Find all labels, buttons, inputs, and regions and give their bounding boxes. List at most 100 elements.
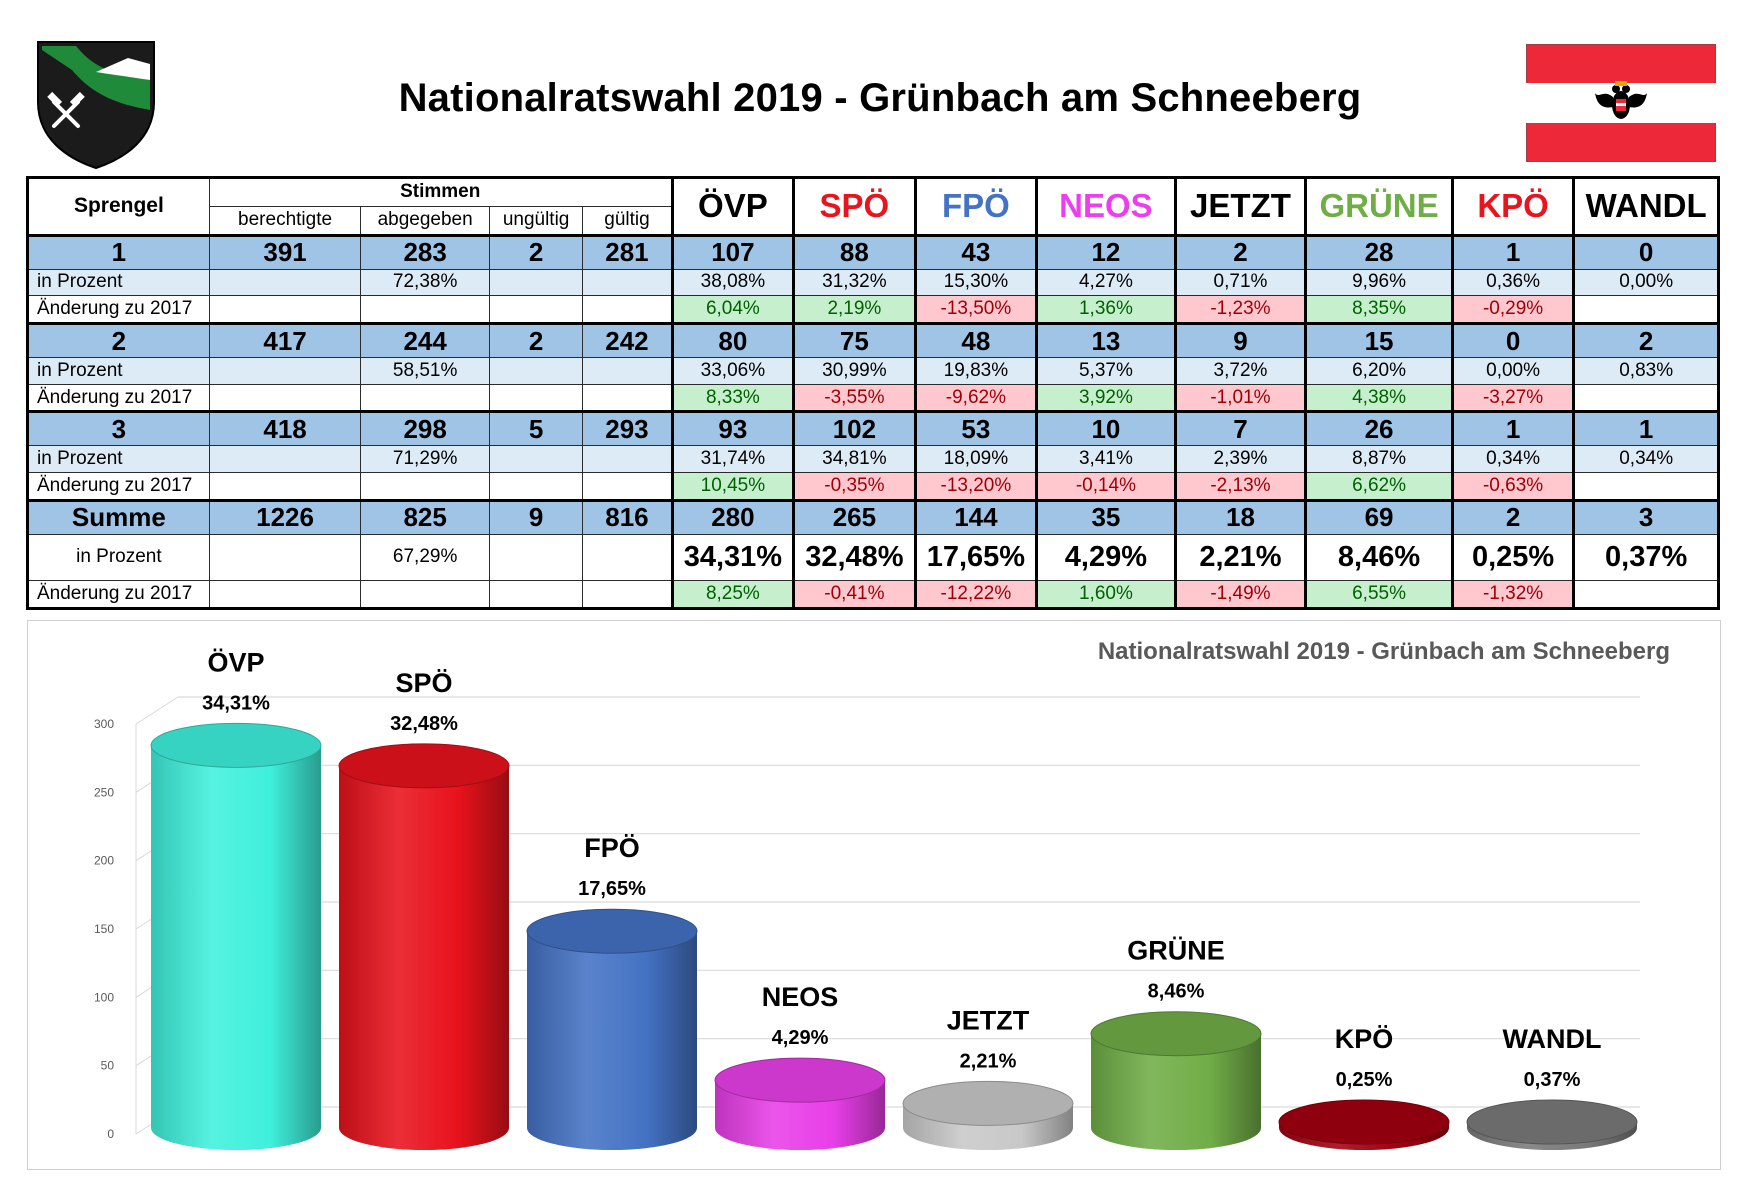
- district-percent-row: in Prozent 58,51% 33,06% 30,99% 19,83% 5,37% 3…: [27, 356, 1719, 385]
- party-change: 2,19%: [792, 295, 916, 325]
- party-percent: 0,34%: [1572, 445, 1719, 474]
- party-percent: 6,20%: [1304, 356, 1453, 385]
- party-percent: 4,27%: [1035, 268, 1176, 297]
- ungueltig-value: 9: [488, 498, 584, 535]
- header-party-jetzt: JETZT: [1173, 177, 1307, 236]
- empty-cell: [582, 533, 673, 582]
- party-votes: 1: [1450, 410, 1575, 447]
- empty-cell: [582, 472, 673, 501]
- header-berechtigte: berechtigte: [208, 205, 362, 236]
- party-change: -3,27%: [1450, 383, 1575, 413]
- bar-category-label: SPÖ: [395, 668, 452, 698]
- party-percent: 8,46%: [1304, 533, 1453, 582]
- ungueltig-value: 2: [488, 322, 584, 358]
- party-percent: 4,29%: [1035, 533, 1176, 582]
- party-votes: 18: [1173, 498, 1307, 535]
- chart-panel: Nationalratswahl 2019 - Grünbach am Schn…: [27, 620, 1721, 1170]
- row-label-percent: in Prozent: [27, 445, 210, 474]
- party-percent: 0,00%: [1450, 356, 1575, 385]
- gueltig-value: 242: [582, 322, 673, 358]
- party-votes: 2: [1173, 233, 1307, 270]
- party-change: 8,35%: [1304, 295, 1453, 325]
- party-percent: 32,48%: [792, 533, 916, 582]
- party-votes: 2: [1450, 498, 1575, 535]
- bar-category-label: JETZT: [947, 1005, 1030, 1035]
- party-percent: 15,30%: [913, 268, 1038, 297]
- ungueltig-value: 2: [488, 233, 584, 270]
- abgegeben-percent: 71,29%: [360, 445, 490, 474]
- gueltig-value: 293: [582, 410, 673, 447]
- gueltig-value: 816: [582, 498, 673, 535]
- party-change: [1572, 295, 1719, 325]
- header-party-fpoe: FPÖ: [913, 177, 1038, 236]
- chart-title: Nationalratswahl 2019 - Grünbach am Schn…: [1098, 638, 1670, 665]
- header-party-kpoe: KPÖ: [1450, 177, 1575, 236]
- party-change: [1572, 580, 1719, 609]
- party-change: -1,49%: [1173, 580, 1307, 609]
- row-label-change: Änderung zu 2017: [27, 472, 210, 501]
- empty-cell: [582, 356, 673, 385]
- party-change: 8,25%: [670, 580, 795, 609]
- party-change: -0,14%: [1035, 472, 1176, 501]
- empty-cell: [582, 580, 673, 609]
- empty-cell: [488, 383, 584, 413]
- party-percent: 5,37%: [1035, 356, 1176, 385]
- party-percent: 31,32%: [792, 268, 916, 297]
- district-percent-row: in Prozent 72,38% 38,08% 31,32% 15,30% 4,27% 0…: [27, 268, 1719, 297]
- empty-cell: [208, 580, 362, 609]
- party-votes: 7: [1173, 410, 1307, 447]
- party-change: -13,50%: [913, 295, 1038, 325]
- party-change: 10,45%: [670, 472, 795, 501]
- header-sprengel: Sprengel: [27, 177, 210, 236]
- empty-cell: [208, 472, 362, 501]
- header-party-wandl: WANDL: [1572, 177, 1719, 236]
- district-change-row: Änderung zu 2017 6,04% 2,19% -13,50% 1,36% -1…: [27, 295, 1719, 325]
- party-votes: 1: [1572, 410, 1719, 447]
- abgegeben-percent: 72,38%: [360, 268, 490, 297]
- austria-flag: [1526, 44, 1716, 162]
- party-votes: 15: [1304, 322, 1453, 358]
- party-percent: 3,41%: [1035, 445, 1176, 474]
- bar-övp: [151, 745, 321, 1150]
- bar-top-spö: [338, 743, 510, 789]
- party-votes: 35: [1035, 498, 1176, 535]
- party-percent: 2,21%: [1173, 533, 1307, 582]
- empty-cell: [582, 295, 673, 325]
- party-percent: 34,81%: [792, 445, 916, 474]
- bar-top-grüne: [1090, 1011, 1262, 1057]
- bar-category-label: FPÖ: [584, 833, 640, 863]
- bar-data-label: 0,25%: [1336, 1069, 1393, 1091]
- empty-cell: [488, 295, 584, 325]
- party-percent: 31,74%: [670, 445, 795, 474]
- empty-cell: [360, 383, 490, 413]
- party-votes: 28: [1304, 233, 1453, 270]
- party-votes: 69: [1304, 498, 1453, 535]
- empty-cell: [488, 268, 584, 297]
- party-change: -0,63%: [1450, 472, 1575, 501]
- bar-data-label: 4,29%: [772, 1027, 829, 1049]
- party-change: -0,41%: [792, 580, 916, 609]
- party-votes: 13: [1035, 322, 1176, 358]
- party-change: -13,20%: [913, 472, 1038, 501]
- party-votes: 2: [1572, 322, 1719, 358]
- party-change: -0,29%: [1450, 295, 1575, 325]
- party-change: 1,36%: [1035, 295, 1176, 325]
- y-tick-label: 50: [101, 1059, 115, 1073]
- party-votes: 26: [1304, 410, 1453, 447]
- row-label-percent: in Prozent: [27, 268, 210, 297]
- y-tick-label: 300: [94, 717, 114, 731]
- party-votes: 9: [1173, 322, 1307, 358]
- party-percent: 17,65%: [913, 533, 1038, 582]
- abgegeben-value: 825: [360, 498, 490, 535]
- bar-top-kpö: [1278, 1099, 1450, 1145]
- party-change: [1572, 472, 1719, 501]
- results-table: Sprengel Stimmen ÖVP SPÖ FPÖ NEOS JETZT …: [26, 176, 1720, 610]
- y-tick-label: 150: [94, 922, 114, 936]
- sprengel-name: 1: [27, 233, 210, 270]
- district-change-row: Änderung zu 2017 10,45% -0,35% -13,20% -0,14…: [27, 472, 1719, 501]
- party-change: -0,35%: [792, 472, 916, 501]
- party-percent: 9,96%: [1304, 268, 1453, 297]
- party-votes: 1: [1450, 233, 1575, 270]
- sprengel-name: 3: [27, 410, 210, 447]
- party-votes: 75: [792, 322, 916, 358]
